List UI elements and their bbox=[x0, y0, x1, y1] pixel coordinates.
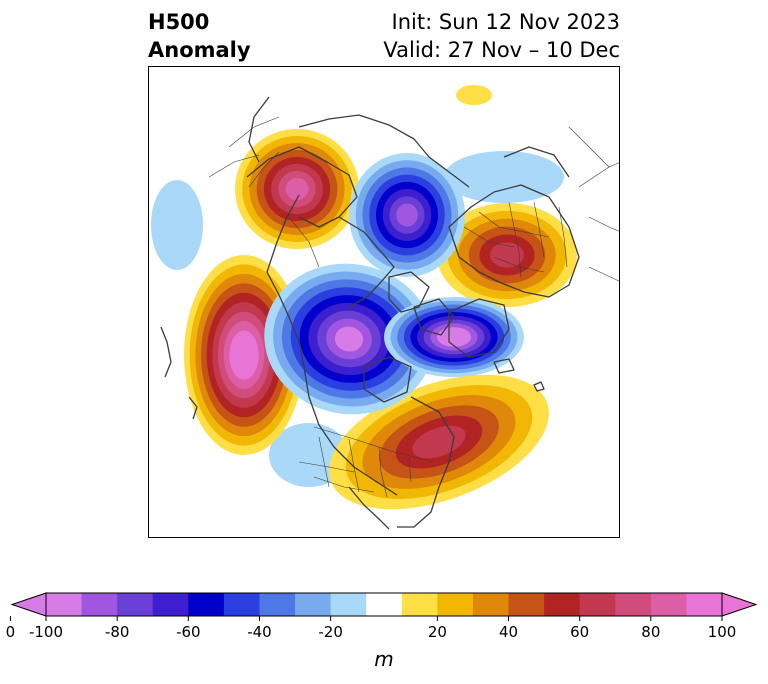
colorbar-cell bbox=[259, 593, 296, 616]
colorbar-tick-label: 100 bbox=[708, 623, 737, 641]
political-border bbox=[298, 461, 355, 473]
anomaly-contour bbox=[285, 177, 309, 201]
coastline bbox=[413, 298, 455, 336]
colorbar-cell bbox=[615, 593, 652, 616]
anomaly-fill-layer bbox=[151, 85, 577, 510]
coastline bbox=[448, 184, 580, 298]
political-border bbox=[288, 216, 320, 268]
colorbar-cell bbox=[188, 593, 225, 616]
colorbar-cells bbox=[10, 592, 758, 617]
colorbar-cell bbox=[508, 593, 545, 616]
anomaly-contour bbox=[443, 330, 465, 344]
political-border bbox=[588, 266, 619, 282]
colorbar-cell bbox=[401, 593, 438, 616]
political-border bbox=[493, 256, 545, 273]
colorbar-tick-label: -100 bbox=[29, 623, 63, 641]
anomaly-contour bbox=[234, 339, 254, 371]
colorbar-cell bbox=[366, 593, 403, 616]
colorbar-tick-label: 0 bbox=[6, 623, 16, 641]
coastline bbox=[160, 326, 172, 378]
colorbar-tick-label: -60 bbox=[176, 623, 201, 641]
coastline-layer bbox=[160, 96, 580, 530]
political-border bbox=[378, 446, 388, 498]
colorbar-over-extension bbox=[721, 592, 758, 617]
political-border bbox=[533, 201, 545, 258]
political-border bbox=[248, 151, 280, 188]
siberia-trough bbox=[349, 153, 465, 277]
scandinavia-ridge bbox=[437, 203, 577, 307]
weak-negative-area bbox=[151, 180, 203, 270]
political-border bbox=[578, 162, 619, 188]
colorbar-cell bbox=[117, 593, 154, 616]
weak-positive-area bbox=[456, 85, 492, 105]
colorbar-cell bbox=[295, 593, 332, 616]
coastline bbox=[266, 194, 398, 496]
colorbar-cell bbox=[579, 593, 616, 616]
colorbar-cell bbox=[650, 593, 687, 616]
colorbar-cell bbox=[81, 593, 118, 616]
anomaly-contour bbox=[490, 242, 524, 268]
colorbar-cell bbox=[46, 593, 82, 616]
political-border bbox=[558, 206, 568, 268]
political-border bbox=[228, 116, 280, 148]
coastline bbox=[388, 271, 430, 313]
canada-trough bbox=[264, 263, 434, 415]
colorbar-cell bbox=[152, 593, 189, 616]
coastline bbox=[533, 381, 545, 392]
colorbar-tick-label: -80 bbox=[105, 623, 130, 641]
political-borders-layer bbox=[208, 116, 619, 498]
colorbar-tick-label: 40 bbox=[499, 623, 518, 641]
coastline bbox=[298, 114, 470, 188]
date-info: Init: Sun 12 Nov 2023 Valid: 27 Nov – 10… bbox=[383, 8, 620, 64]
coastline bbox=[348, 486, 390, 530]
political-border bbox=[313, 426, 435, 463]
coastline bbox=[246, 146, 358, 228]
political-border bbox=[463, 226, 515, 248]
colorbar: -100 -80 -60 -40 -20 0 20 40 60 80 100 m bbox=[6, 592, 758, 671]
political-border bbox=[408, 456, 412, 483]
colorbar-cell bbox=[223, 593, 260, 616]
init-date: Init: Sun 12 Nov 2023 bbox=[391, 10, 620, 34]
map-canvas bbox=[151, 85, 619, 530]
coastline bbox=[363, 356, 412, 403]
coastline bbox=[338, 216, 395, 308]
anomaly-contour bbox=[396, 203, 418, 227]
political-border bbox=[508, 201, 522, 278]
anomaly-contour bbox=[334, 326, 364, 352]
chart-title: H500 Anomaly bbox=[148, 8, 251, 64]
colorbar-cell bbox=[330, 593, 367, 616]
coastline bbox=[397, 396, 455, 528]
colorbar-cell bbox=[472, 593, 509, 616]
colorbar-unit-label: m bbox=[374, 647, 393, 671]
colorbar-tick-label: 20 bbox=[428, 623, 447, 641]
title-line-1: H500 bbox=[148, 10, 210, 34]
colorbar-under-extension bbox=[10, 592, 47, 617]
political-border bbox=[318, 436, 330, 488]
political-border bbox=[588, 216, 619, 232]
colorbar-cell bbox=[437, 593, 474, 616]
colorbar-tick-label: 80 bbox=[641, 623, 660, 641]
political-border bbox=[208, 154, 260, 178]
colorbar-cell bbox=[544, 593, 581, 616]
coastline bbox=[248, 96, 270, 163]
colorbar-ticks: -100 -80 -60 -40 -20 0 20 40 60 80 100 bbox=[6, 616, 737, 641]
political-border bbox=[348, 438, 360, 493]
anomaly-map bbox=[148, 66, 620, 538]
colorbar-cell bbox=[686, 593, 723, 616]
colorbar-tick-label: 60 bbox=[570, 623, 589, 641]
colorbar-tick-label: -20 bbox=[318, 623, 343, 641]
greenland-trough bbox=[384, 297, 524, 377]
alaska-ridge bbox=[235, 129, 359, 249]
political-border bbox=[478, 211, 550, 238]
coastline bbox=[448, 298, 510, 358]
colorbar-outline bbox=[45, 592, 723, 617]
coastline bbox=[493, 358, 515, 374]
coastline bbox=[188, 396, 198, 420]
political-border bbox=[568, 126, 610, 168]
valid-period: Valid: 27 Nov – 10 Dec bbox=[383, 38, 620, 62]
political-border bbox=[313, 476, 375, 493]
title-line-2: Anomaly bbox=[148, 38, 251, 62]
coastline bbox=[503, 146, 570, 178]
colorbar-tick-label: -40 bbox=[247, 623, 272, 641]
